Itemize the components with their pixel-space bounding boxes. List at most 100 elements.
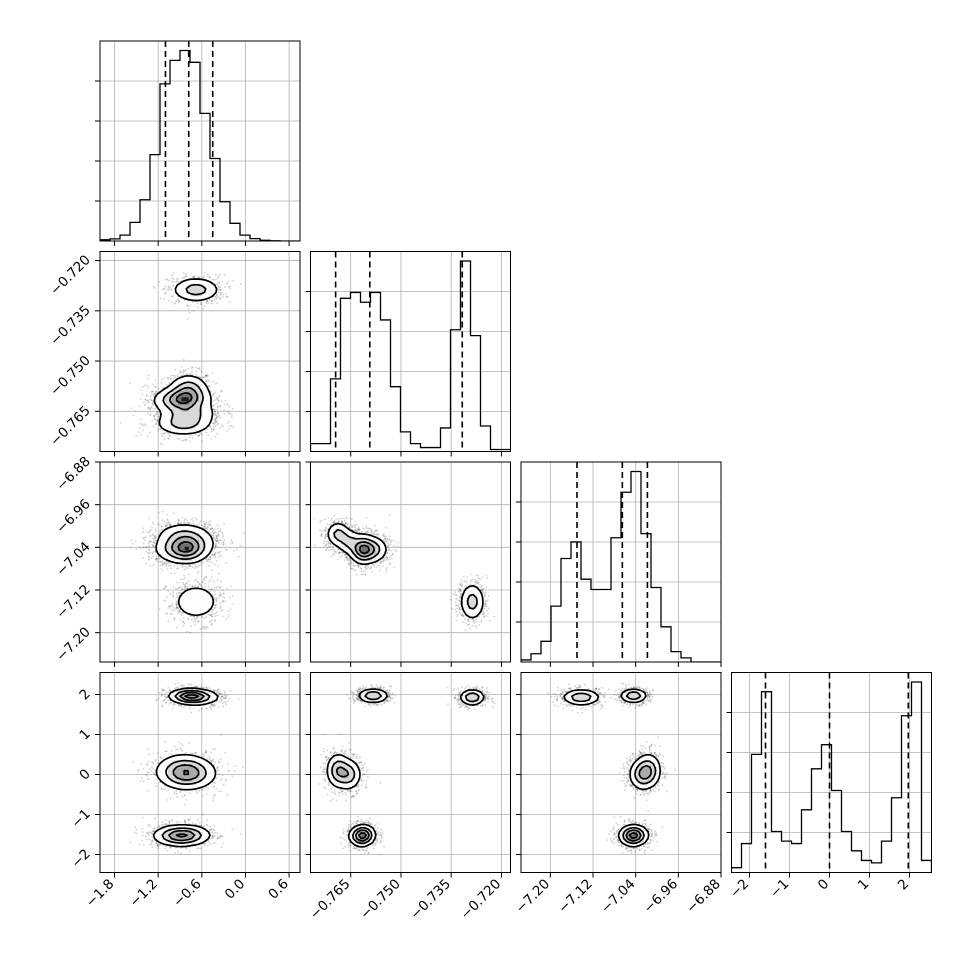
density-cell — [205, 417, 210, 422]
sample-point — [168, 432, 170, 435]
sample-point — [220, 400, 223, 403]
sample-point — [173, 617, 176, 620]
sample-point — [190, 625, 193, 627]
sample-point — [210, 624, 213, 626]
sample-point — [183, 521, 186, 524]
sample-point — [185, 369, 188, 372]
sample-point — [187, 307, 190, 310]
sample-point — [184, 584, 186, 587]
sample-point — [198, 434, 201, 437]
sample-point — [231, 595, 234, 598]
sample-point — [218, 289, 221, 291]
density-cell — [171, 383, 176, 388]
sample-point — [167, 437, 170, 440]
sample-point — [228, 285, 231, 288]
density-cell — [184, 295, 189, 300]
panel-body — [100, 251, 300, 452]
sample-point — [171, 280, 173, 283]
sample-point — [158, 524, 161, 526]
density-cell — [201, 400, 206, 405]
sample-point — [153, 287, 156, 289]
sample-point — [227, 404, 229, 406]
sample-point — [211, 527, 214, 530]
sample-point — [214, 552, 217, 554]
sample-point — [175, 604, 178, 607]
sample-point — [211, 372, 214, 375]
sample-point — [163, 587, 165, 590]
sample-point — [217, 533, 220, 536]
sample-point — [205, 374, 208, 377]
density-cell — [174, 417, 179, 422]
sample-point — [196, 302, 199, 305]
sample-point — [223, 273, 226, 276]
sample-point — [157, 522, 160, 525]
sample-point — [211, 300, 213, 302]
sample-point — [225, 562, 228, 565]
density-cell — [181, 282, 186, 286]
sample-point — [191, 584, 194, 587]
sample-point — [169, 592, 172, 595]
density-cell — [178, 407, 182, 412]
density-cell — [194, 414, 199, 419]
sample-point — [191, 585, 193, 588]
sample-point — [222, 535, 225, 537]
density-cell — [191, 278, 196, 283]
density-cell — [188, 427, 193, 432]
sample-point — [166, 524, 169, 527]
sample-point — [152, 285, 155, 288]
sample-point — [138, 405, 141, 408]
sample-point — [135, 435, 138, 437]
contour-line-0 — [153, 278, 218, 435]
sample-point — [155, 421, 158, 424]
density-cell — [211, 288, 216, 293]
sample-point — [161, 510, 164, 513]
sample-point — [166, 384, 168, 386]
density-cell — [174, 288, 179, 293]
sample-point — [158, 413, 161, 416]
density-cell — [164, 400, 169, 405]
sample-point — [211, 428, 214, 431]
sample-point — [188, 573, 190, 576]
density-cell — [164, 414, 169, 419]
sample-point — [149, 398, 152, 401]
panel-0-0 — [95, 40, 301, 246]
sample-point — [225, 296, 228, 299]
sample-point — [202, 376, 205, 379]
density-cell — [201, 292, 206, 297]
sample-point — [214, 553, 216, 556]
sample-point — [145, 395, 148, 397]
sample-point — [212, 426, 215, 428]
sample-point — [180, 614, 183, 616]
sample-point — [226, 283, 228, 285]
sample-point — [198, 434, 200, 437]
density-cell — [191, 393, 196, 398]
sample-point — [211, 562, 214, 564]
sample-point — [174, 302, 177, 305]
sample-point — [212, 393, 215, 395]
sample-point — [175, 587, 177, 590]
density-cell — [178, 417, 182, 422]
sample-point — [176, 594, 179, 596]
density-cell — [171, 400, 176, 405]
sample-point — [169, 375, 172, 377]
sample-point — [192, 520, 195, 522]
sample-point — [148, 406, 150, 409]
sample-point — [212, 532, 215, 535]
density-cell — [194, 376, 199, 381]
sample-point — [216, 283, 218, 285]
sample-point — [214, 383, 217, 385]
sample-point — [227, 412, 230, 414]
sample-point — [179, 610, 182, 613]
sample-point — [229, 608, 232, 611]
sample-point — [214, 615, 216, 618]
sample-point — [215, 296, 218, 299]
sample-point — [211, 611, 214, 614]
sample-point — [140, 418, 142, 421]
sample-point — [180, 587, 183, 589]
density-cell — [178, 376, 182, 381]
sample-point — [216, 614, 219, 617]
sample-point — [216, 540, 218, 543]
sample-point — [167, 607, 170, 609]
sample-point — [203, 627, 206, 630]
panel-body — [100, 462, 300, 662]
